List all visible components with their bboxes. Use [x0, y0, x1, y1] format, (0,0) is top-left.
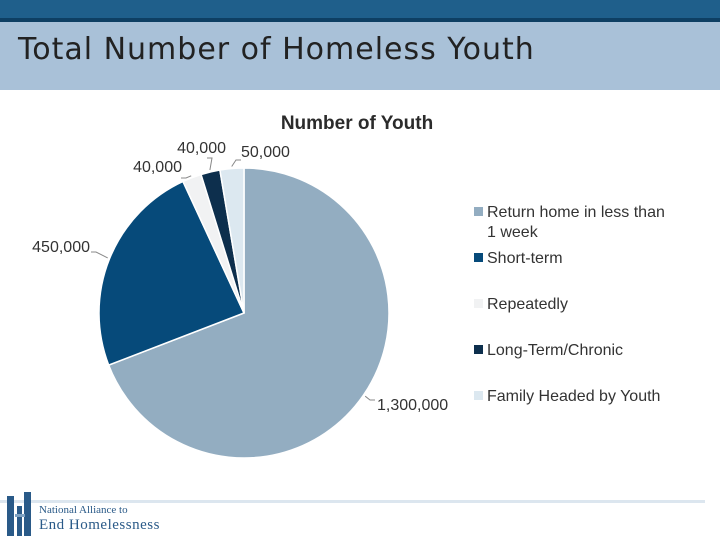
pie-slice-5 [219, 167, 245, 314]
leader-line-1 [364, 395, 375, 401]
top-accent-line [0, 18, 720, 22]
page-title: Total Number of Homeless Youth [18, 32, 535, 67]
leader-line-3 [181, 175, 192, 179]
title-band [0, 22, 720, 90]
logo-mark-icon [7, 492, 31, 536]
organization-logo: National Alliance to End Homelessness [5, 492, 180, 538]
pie-slice-2 [98, 180, 246, 367]
top-accent-bar [0, 0, 720, 18]
footer-divider [0, 500, 705, 503]
legend-swatch-3 [474, 299, 483, 308]
leader-line-2 [91, 251, 108, 259]
data-label-5: 50,000 [241, 144, 290, 161]
leader-line-4 [207, 157, 213, 171]
legend-label-5: Family Headed by Youth [487, 388, 660, 405]
logo-text-line2: End Homelessness [39, 517, 160, 533]
legend-label-4: Long-Term/Chronic [487, 342, 623, 359]
legend-label-2: Short-term [487, 250, 563, 267]
data-label-4: 40,000 [177, 140, 226, 157]
legend-swatch-1 [474, 207, 483, 216]
legend-label-1: Return home in less than 1 week [487, 204, 665, 241]
data-label-3: 40,000 [133, 159, 182, 176]
logo-text-line1: National Alliance to [39, 504, 128, 516]
leader-line-5 [231, 159, 241, 167]
legend-swatch-4 [474, 345, 483, 354]
data-label-2: 450,000 [32, 239, 90, 256]
pie-slice-1 [107, 167, 390, 459]
legend-swatch-2 [474, 253, 483, 262]
legend-swatch-5 [474, 391, 483, 400]
pie-chart: 1,300,000 450,000 40,000 40,000 50,000 Retur… [32, 113, 665, 459]
data-label-1: 1,300,000 [377, 397, 448, 414]
chart-title: Number of Youth [281, 113, 433, 134]
legend-label-3: Repeatedly [487, 296, 568, 313]
